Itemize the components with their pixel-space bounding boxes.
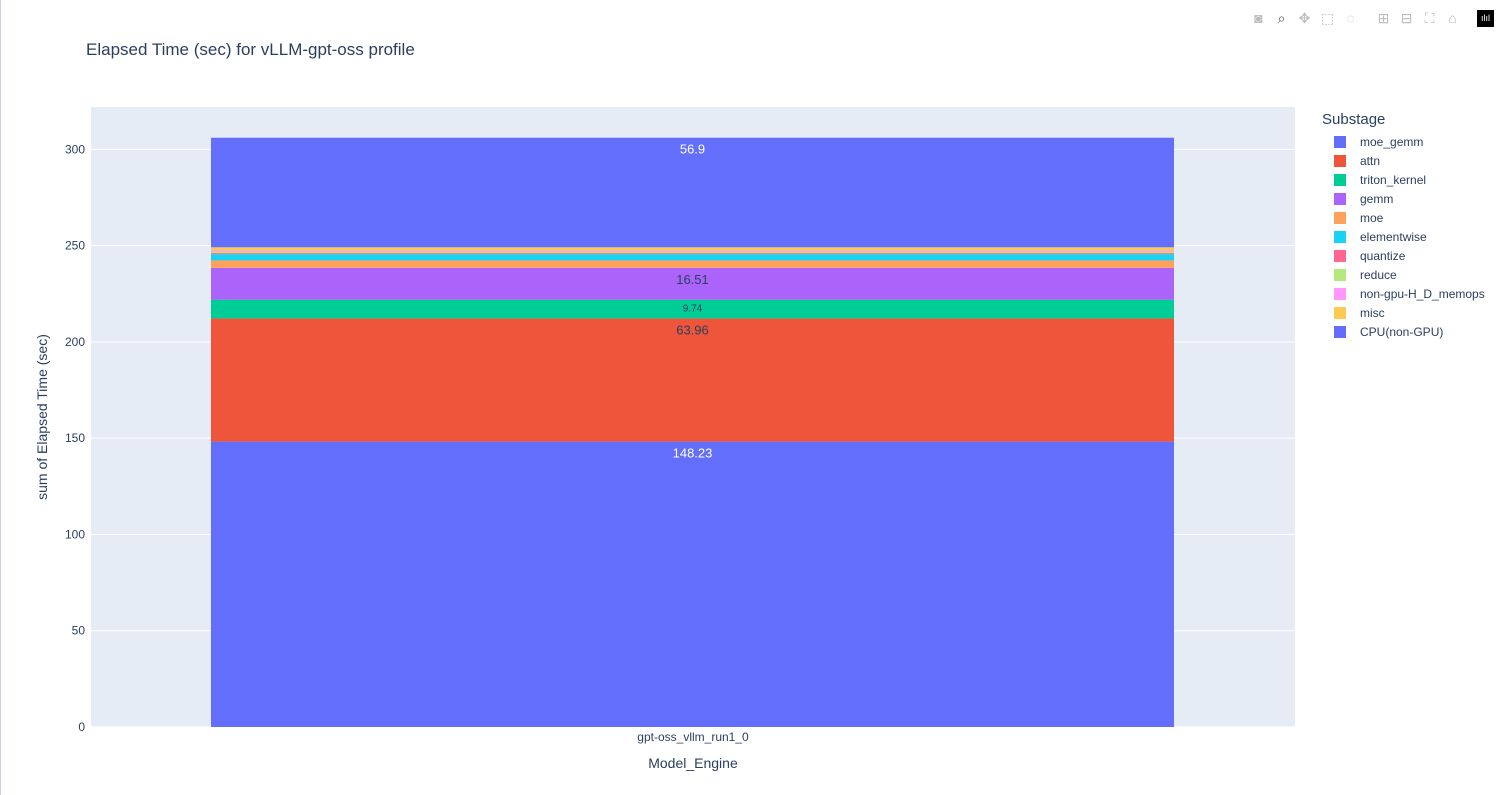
pan-icon[interactable]: ✥ — [1298, 10, 1311, 26]
y-tick-label: 50 — [72, 624, 86, 638]
zoom-in-icon[interactable]: ⊞ — [1377, 10, 1390, 26]
bar-segment-elementwise[interactable] — [211, 254, 1174, 261]
bar-segment-CPU(non-GPU)[interactable] — [211, 441, 1174, 727]
x-axis-title: Model_Engine — [648, 755, 738, 771]
x-tick-label: gpt-oss_vllm_run1_0 — [637, 730, 749, 744]
legend-item-elementwise[interactable]: elementwise — [1334, 227, 1485, 246]
y-axis-title: sum of Elapsed Time (sec) — [34, 334, 50, 500]
y-tick-label: 150 — [65, 431, 85, 445]
reset-axes-icon[interactable]: ⌂ — [1448, 10, 1457, 26]
legend-item-quantize[interactable]: quantize — [1334, 246, 1485, 265]
camera-icon[interactable]: ◙ — [1254, 10, 1263, 26]
legend-label: elementwise — [1360, 229, 1427, 244]
legend-swatch — [1334, 192, 1346, 205]
legend-swatch — [1334, 325, 1346, 338]
legend-swatch — [1334, 230, 1346, 243]
bar-segment-moe[interactable] — [211, 260, 1174, 268]
legend-label: misc — [1360, 305, 1385, 320]
legend-item-triton_kernel[interactable]: triton_kernel — [1334, 170, 1485, 189]
legend-item-gemm[interactable]: gemm — [1334, 189, 1485, 208]
legend-swatch — [1334, 211, 1346, 224]
legend-label: attn — [1360, 153, 1381, 168]
legend-label: moe — [1360, 210, 1384, 225]
legend-label: moe_gemm — [1360, 134, 1424, 149]
legend-swatch — [1334, 154, 1346, 167]
y-tick-label: 300 — [65, 142, 85, 156]
legend-swatch — [1334, 306, 1346, 319]
legend-label: non-gpu-H_D_memops — [1360, 286, 1485, 301]
legend-item-attn[interactable]: attn — [1334, 151, 1485, 170]
bar-segment-reduce[interactable] — [211, 251, 1174, 254]
legend-title: Substage — [1322, 111, 1386, 128]
plot-svg: 0 50 100 150 200 250 300 148.23 63.96 9.74 16.51 56… — [34, 107, 1295, 771]
bar-segment-quantize[interactable] — [211, 253, 1174, 255]
data-label-CPU(non-GPU): 148.23 — [673, 446, 713, 461]
legend-swatch — [1334, 249, 1346, 262]
legend-label: gemm — [1360, 191, 1394, 206]
autoscale-icon[interactable]: ⛶ — [1424, 10, 1435, 26]
legend-label: quantize — [1360, 248, 1406, 263]
data-label-attn: 63.96 — [676, 322, 709, 337]
legend-item-CPU(non-GPU)[interactable]: CPU(non-GPU) — [1334, 322, 1485, 341]
legend-item-misc[interactable]: misc — [1334, 303, 1485, 322]
data-label-gemm: 16.51 — [676, 272, 709, 287]
legend-label: triton_kernel — [1360, 172, 1427, 187]
bar-segment-gemm[interactable] — [211, 267, 1174, 300]
legend-swatch — [1334, 173, 1346, 186]
data-label-moe_gemm: 56.9 — [680, 142, 705, 157]
legend-swatch — [1334, 287, 1346, 300]
bar-segment-misc[interactable] — [211, 247, 1174, 251]
y-tick-label: 250 — [65, 239, 85, 253]
legend-label: CPU(non-GPU) — [1360, 324, 1444, 339]
legend-item-moe[interactable]: moe — [1334, 208, 1485, 227]
bar-segment-moe_gemm[interactable] — [211, 137, 1174, 248]
legend-label: reduce — [1360, 267, 1397, 282]
data-label-triton_kernel: 9.74 — [683, 304, 703, 315]
legend-swatch — [1334, 268, 1346, 281]
legend-swatch — [1334, 135, 1346, 148]
plotly-logo-icon[interactable]: ılıl — [1477, 10, 1494, 27]
bar-segment-attn[interactable] — [211, 318, 1174, 442]
zoom-icon[interactable]: ⌕ — [1277, 10, 1286, 26]
legend-item-reduce[interactable]: reduce — [1334, 265, 1485, 284]
box-select-icon[interactable]: ⬚ — [1320, 10, 1335, 26]
modebar: ◙ ⌕ ✥ ⬚ ◌ ⊞ ⊟ ⛶ ⌂ ılıl — [1250, 10, 1494, 27]
bar-segment-triton_kernel[interactable] — [211, 299, 1174, 319]
y-tick-label: 200 — [65, 335, 85, 349]
y-tick-label: 100 — [65, 527, 85, 541]
zoom-out-icon[interactable]: ⊟ — [1400, 10, 1413, 26]
chart-title: Elapsed Time (sec) for vLLM-gpt-oss prof… — [86, 40, 415, 59]
legend-item-moe_gemm[interactable]: moe_gemm — [1334, 132, 1485, 151]
legend-item-non-gpu-H_D_memops[interactable]: non-gpu-H_D_memops — [1334, 284, 1485, 303]
y-tick-label: 0 — [78, 720, 85, 734]
lasso-icon[interactable]: ◌ — [1346, 10, 1355, 26]
bar-segment-non-gpu-H_D_memops[interactable] — [211, 250, 1174, 252]
